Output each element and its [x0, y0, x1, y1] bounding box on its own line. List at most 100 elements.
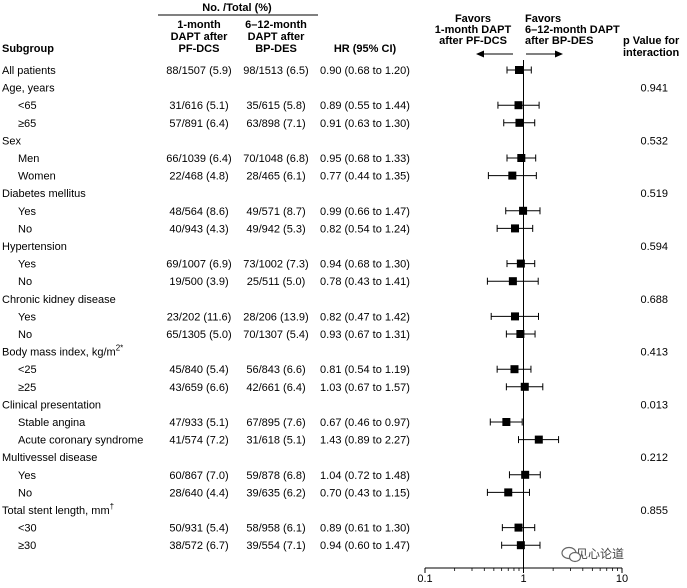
p-interaction: 0.212 — [640, 452, 668, 464]
p-interaction: 0.532 — [640, 135, 668, 147]
events-pf-dcs: 28/640 (4.4) — [169, 487, 228, 499]
table-row: No 40/943 (4.3) 49/942 (5.3) 0.82 (0.54 to … — [18, 223, 410, 235]
hr-point — [516, 330, 525, 338]
hr-ci-text: 0.95 (0.68 to 1.33) — [320, 153, 410, 165]
events-pf-dcs: 22/468 (4.8) — [169, 171, 228, 183]
subgroup-label: <30 — [18, 523, 37, 535]
favors-left-line1: Favors — [455, 13, 491, 25]
events-bp-des: 49/571 (8.7) — [246, 206, 305, 218]
subgroup-label: No — [18, 487, 32, 499]
subgroup-label: Diabetes mellitus — [2, 188, 86, 200]
events-pf-dcs: 60/867 (7.0) — [169, 470, 228, 482]
subgroup-label: Stable angina — [18, 417, 86, 429]
events-pf-dcs: 23/202 (11.6) — [167, 311, 232, 323]
hr-ci-text: 0.91 (0.63 to 1.30) — [320, 118, 410, 130]
hr-ci-text: 0.93 (0.67 to 1.31) — [320, 329, 410, 341]
hr-ci-text: 0.81 (0.54 to 1.19) — [320, 364, 410, 376]
events-bp-des: 28/206 (13.9) — [243, 311, 308, 323]
events-bp-des: 25/511 (5.0) — [247, 276, 306, 288]
subgroup-label: <25 — [18, 364, 37, 376]
favors-left-line3: after PF-DCS — [439, 35, 507, 47]
hr-point — [508, 277, 517, 286]
hr-point — [534, 435, 543, 444]
table-row: No 65/1305 (5.0) 70/1307 (5.4) 0.93 (0.67 t… — [18, 329, 410, 341]
wechat-logo-icon — [561, 546, 582, 563]
subgroup-label-text: <65 — [18, 100, 37, 112]
events-bp-des: 59/878 (6.8) — [246, 470, 305, 482]
hr-header: HR (95% CI) — [334, 43, 397, 55]
subgroup-label-text: Sex — [2, 135, 21, 147]
subgroup-header: Subgroup — [2, 43, 54, 55]
table-row: <25 45/840 (5.4) 56/843 (6.6) 0.81 (0.54 to… — [18, 364, 410, 376]
table-row: No 19/500 (3.9) 25/511 (5.0) 0.78 (0.43 to … — [18, 276, 410, 288]
subgroup-label: Yes — [18, 470, 36, 482]
favors-left-line2: 1-month DAPT — [435, 24, 512, 36]
table-row: Clinical presentation 0.013 — [2, 399, 668, 411]
subgroup-label-text: Hypertension — [2, 241, 67, 253]
table-row: Body mass index, kg/m2* 0.413 — [2, 344, 668, 359]
hr-point — [514, 523, 523, 532]
p-interaction: 0.013 — [640, 399, 668, 411]
events-pf-dcs: 88/1507 (5.9) — [166, 65, 231, 77]
events-pf-dcs: 69/1007 (6.9) — [166, 259, 231, 271]
subgroup-label: Age, years — [2, 83, 55, 95]
events-pf-dcs: 38/572 (6.7) — [169, 540, 228, 552]
pval-header-line1: p Value for — [623, 35, 680, 47]
x-axis: 0.1 1 10 — [417, 60, 628, 585]
hr-point — [514, 101, 523, 110]
subgroup-label: ≥25 — [18, 382, 36, 394]
events-pf-dcs: 40/943 (4.3) — [169, 223, 228, 235]
subgroup-label: No — [18, 276, 32, 288]
subgroup-label: ≥65 — [18, 118, 36, 130]
events-bp-des: 70/1307 (5.4) — [243, 329, 308, 341]
hr-ci-text: 0.82 (0.54 to 1.24) — [320, 223, 410, 235]
p-interaction: 0.413 — [640, 347, 668, 359]
subgroup-label-text: Men — [18, 153, 39, 165]
table-header: No. /Total (%) 1-month DAPT after PF-DCS… — [2, 2, 680, 59]
hr-point — [504, 488, 513, 497]
table-rows: All patients 88/1507 (5.9) 98/1513 (6.5) 0.… — [2, 65, 668, 552]
subgroup-label-text: Diabetes mellitus — [2, 188, 86, 200]
p-interaction: 0.688 — [640, 294, 668, 306]
events-pf-dcs: 45/840 (5.4) — [169, 364, 228, 376]
col1-header: 1-month DAPT after PF-DCS — [171, 19, 229, 55]
table-row: All patients 88/1507 (5.9) 98/1513 (6.5) 0.… — [2, 65, 410, 77]
subgroup-label: Clinical presentation — [2, 399, 101, 411]
hr-point — [511, 312, 520, 321]
events-bp-des: 35/615 (5.8) — [246, 100, 305, 112]
favors-right-line3: after BP-DES — [525, 35, 593, 47]
col2-header-line2: DAPT after — [248, 31, 306, 43]
hr-ci-text: 0.99 (0.66 to 1.47) — [320, 206, 410, 218]
subgroup-label-text: Multivessel disease — [2, 452, 97, 464]
subgroup-label-text: ≥65 — [18, 118, 36, 130]
subgroup-label: Chronic kidney disease — [2, 294, 116, 306]
hr-ci-text: 1.03 (0.67 to 1.57) — [320, 382, 410, 394]
events-pf-dcs: 57/891 (6.4) — [169, 118, 228, 130]
p-interaction: 0.855 — [640, 505, 668, 517]
hr-ci-text: 1.43 (0.89 to 2.27) — [320, 435, 410, 447]
p-interaction: 0.519 — [640, 188, 668, 200]
hr-point — [508, 171, 517, 180]
favors-right-line1: Favors — [525, 13, 561, 25]
hr-ci-text: 0.67 (0.46 to 0.97) — [320, 417, 410, 429]
table-row: Sex 0.532 — [2, 135, 668, 147]
hr-ci-text: 0.82 (0.47 to 1.42) — [320, 311, 410, 323]
table-row: Yes 48/564 (8.6) 49/571 (8.7) 0.99 (0.66 to… — [18, 206, 410, 218]
subgroup-label: Yes — [18, 259, 36, 271]
table-row: Men 66/1039 (6.4) 70/1048 (6.8) 0.95 (0.68 … — [18, 153, 410, 165]
favors-right-label: Favors 6–12-month DAPT after BP-DES — [525, 13, 620, 47]
hr-point — [520, 382, 529, 391]
hr-point — [516, 259, 525, 268]
subgroup-label: All patients — [2, 65, 56, 77]
p-interaction: 0.594 — [640, 241, 668, 253]
no-total-header: No. /Total (%) — [202, 2, 272, 14]
hr-ci-text: 1.04 (0.72 to 1.48) — [320, 470, 410, 482]
table-row: <30 50/931 (5.4) 58/958 (6.1) 0.89 (0.61 to… — [18, 523, 410, 535]
events-bp-des: 67/895 (7.6) — [246, 417, 305, 429]
subgroup-label-text: Yes — [18, 206, 36, 218]
table-row: ≥30 38/572 (6.7) 39/554 (7.1) 0.94 (0.60 to… — [18, 540, 410, 552]
subgroup-label-text: Acute coronary syndrome — [18, 435, 143, 447]
subgroup-label: No — [18, 223, 32, 235]
events-pf-dcs: 48/564 (8.6) — [169, 206, 228, 218]
hr-point — [517, 154, 526, 162]
